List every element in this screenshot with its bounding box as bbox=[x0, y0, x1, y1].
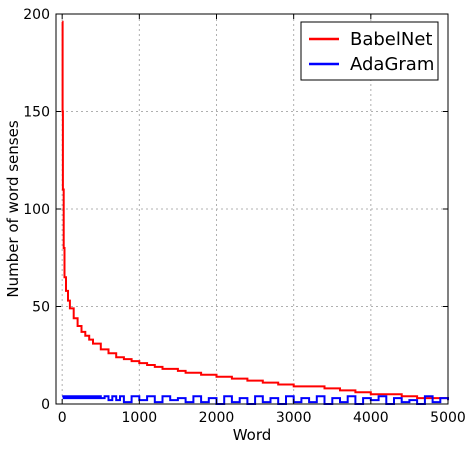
y-tick-label: 50 bbox=[32, 300, 50, 316]
ticks: 0 1000 2000 3000 4000 5000 0 50 100 150 200 bbox=[23, 7, 466, 426]
series-adagram bbox=[62, 395, 449, 405]
series-babelnet bbox=[61, 20, 449, 401]
y-tick-label: 0 bbox=[41, 397, 50, 413]
series-line-adagram bbox=[62, 395, 449, 405]
series-line-babelnet bbox=[61, 20, 449, 401]
y-axis-label: Number of word senses bbox=[4, 120, 22, 297]
x-tick-label: 5000 bbox=[430, 410, 466, 426]
x-axis-label: Word bbox=[233, 426, 272, 444]
x-tick-label: 0 bbox=[58, 410, 67, 426]
legend-label-babelnet: BabelNet bbox=[350, 29, 432, 50]
series-layer bbox=[61, 20, 449, 405]
y-tick-label: 200 bbox=[23, 7, 50, 23]
x-tick-label: 2000 bbox=[199, 410, 235, 426]
legend: BabelNet AdaGram bbox=[300, 21, 439, 81]
y-tick-label: 150 bbox=[23, 105, 50, 121]
x-tick-label: 3000 bbox=[276, 410, 312, 426]
x-tick-label: 4000 bbox=[353, 410, 389, 426]
legend-label-adagram: AdaGram bbox=[350, 54, 434, 75]
legend-box bbox=[300, 21, 439, 81]
y-tick-label: 100 bbox=[23, 202, 50, 218]
x-tick-label: 1000 bbox=[122, 410, 158, 426]
